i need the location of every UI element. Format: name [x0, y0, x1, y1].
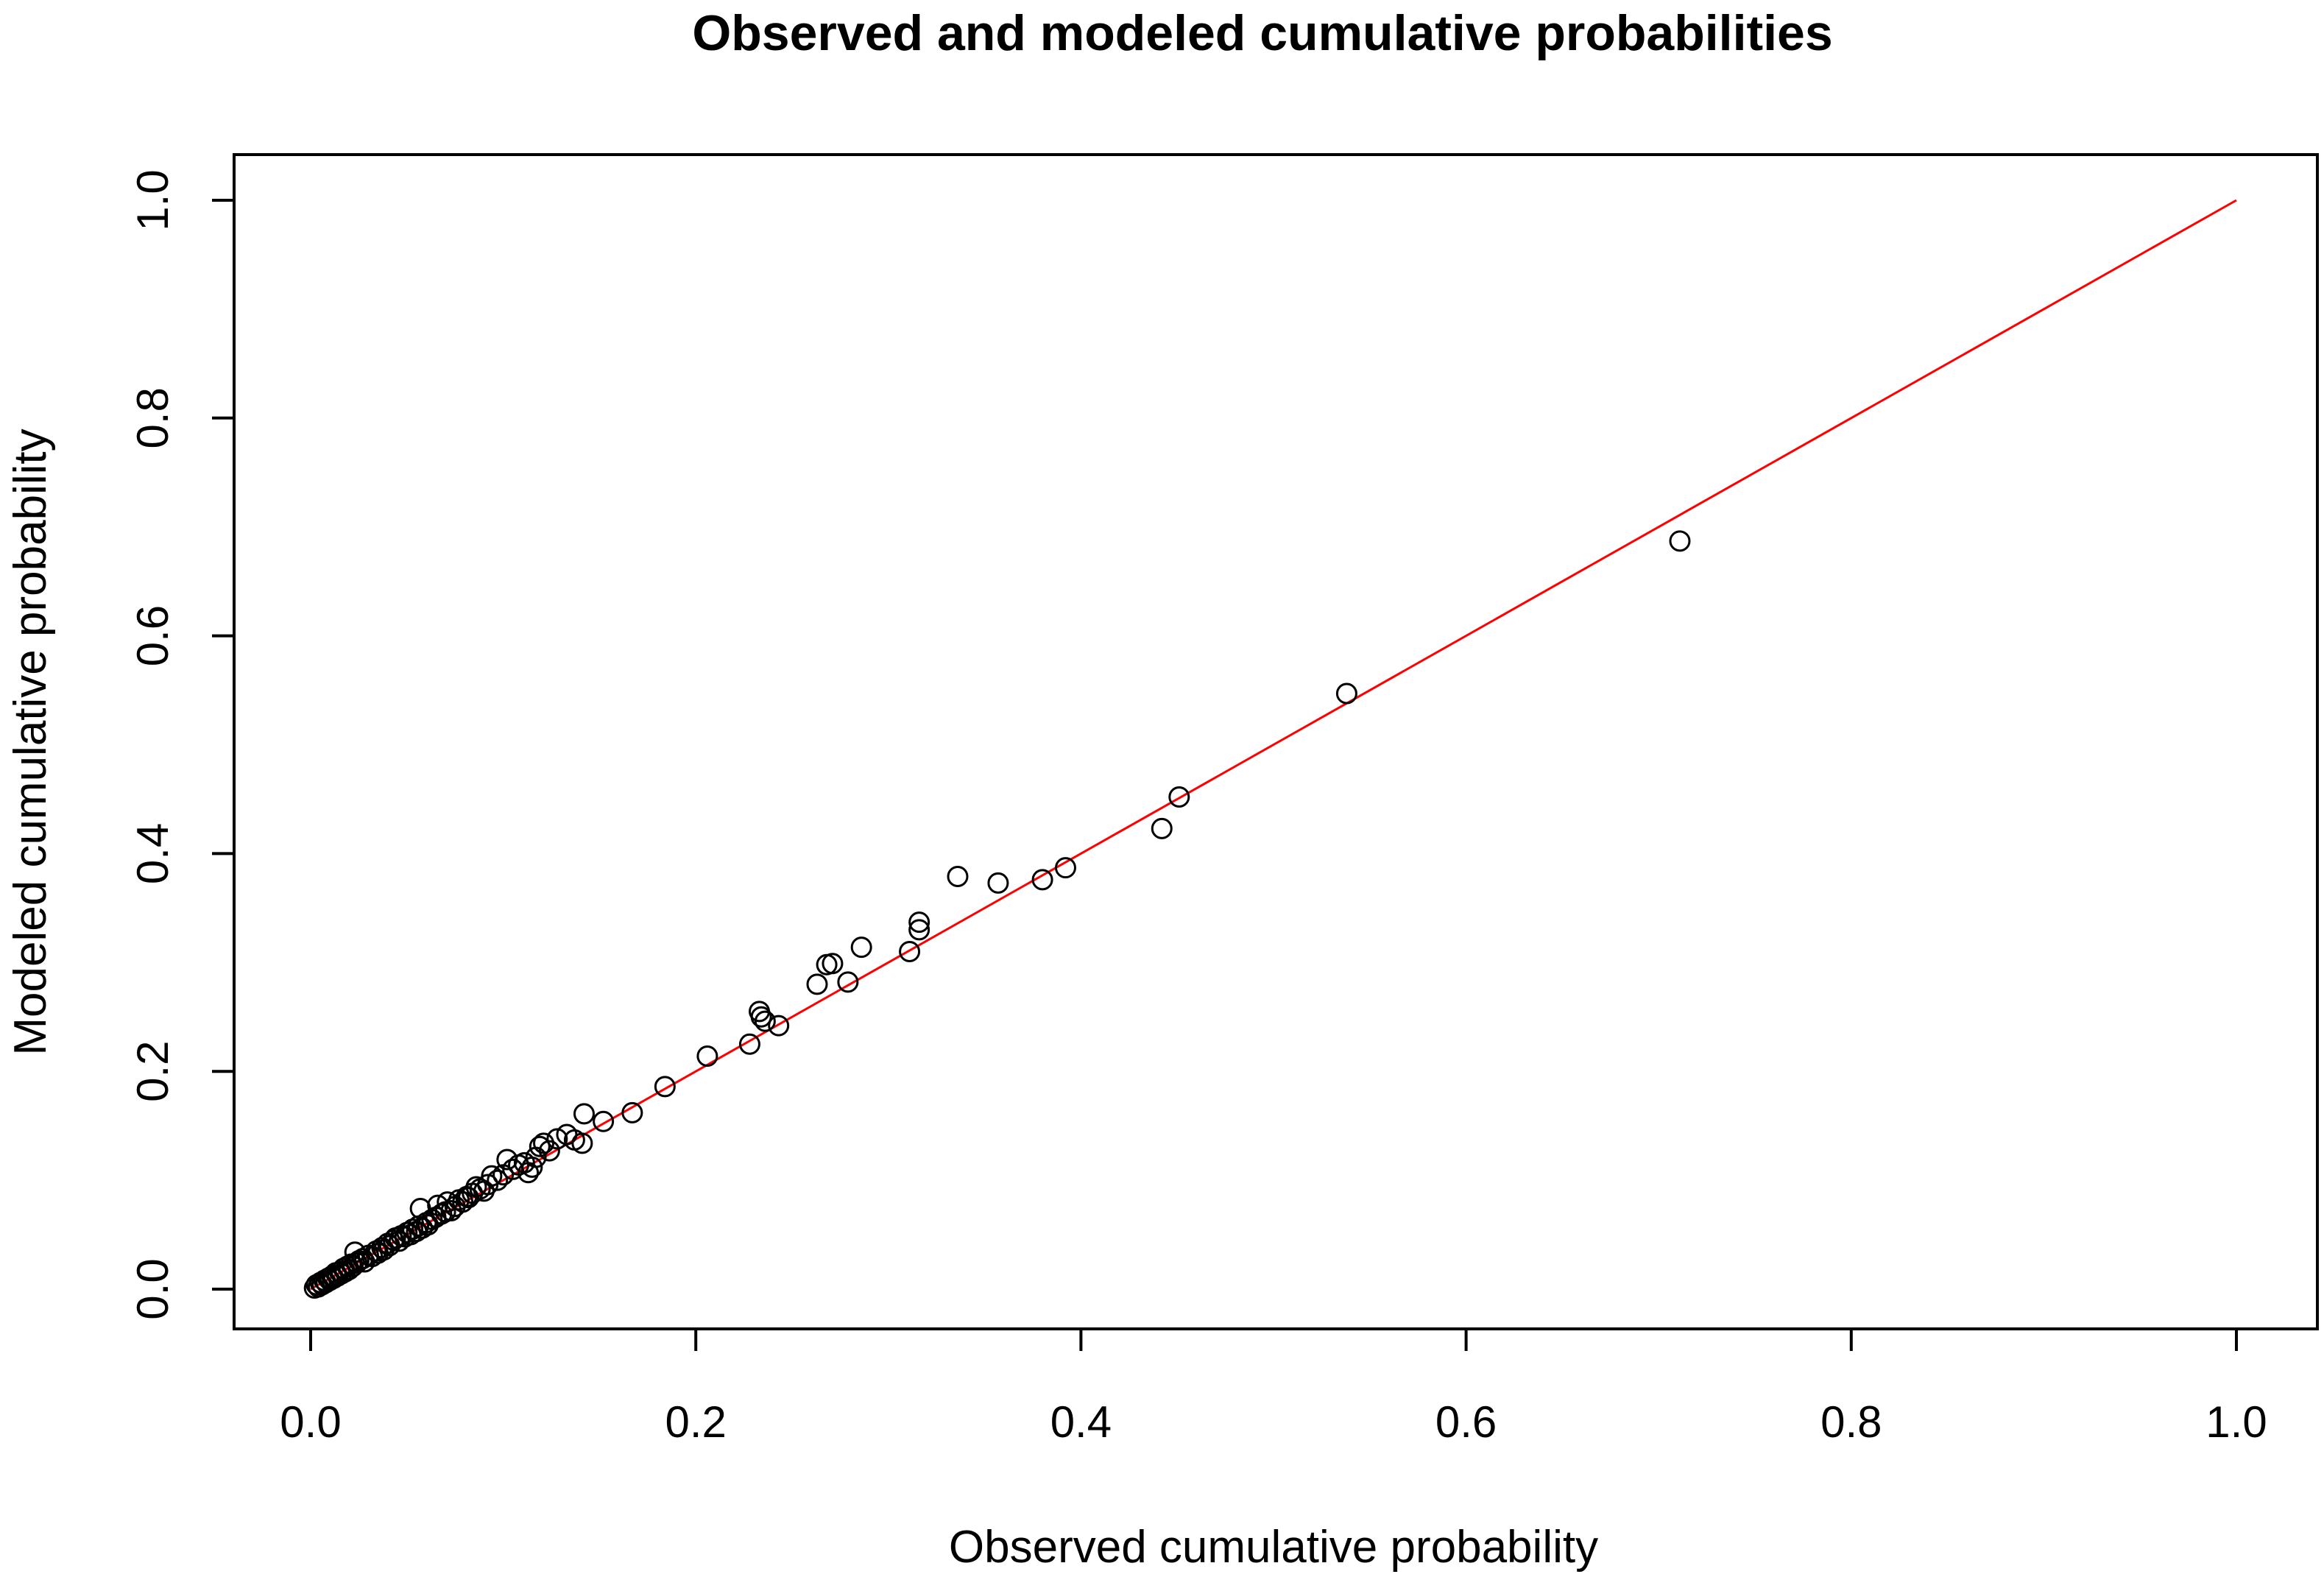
x-tick-label: 1.0 [2205, 1397, 2267, 1447]
data-point [947, 865, 969, 887]
data-point [750, 1006, 772, 1028]
data-point [1669, 530, 1691, 552]
data-point [593, 1110, 615, 1132]
data-point [850, 936, 872, 959]
data-point [908, 911, 930, 934]
x-axis-label: Observed cumulative probability [949, 1522, 1598, 1573]
y-axis-label: Modeled cumulative probability [5, 428, 56, 1055]
data-point [654, 1076, 676, 1098]
data-point [1031, 869, 1053, 891]
data-point [908, 919, 930, 941]
y-axis-ticks: 0.0 0.2 0.4 0.6 0.8 1.0 [128, 169, 234, 1320]
x-tick-label: 0.8 [1820, 1397, 1882, 1447]
data-point [987, 872, 1009, 894]
y-tick-label: 0.8 [128, 387, 177, 448]
data-point [417, 1214, 439, 1236]
data-point [571, 1132, 593, 1154]
data-point [899, 941, 921, 963]
data-point [696, 1045, 718, 1067]
data-point [546, 1128, 568, 1150]
y-tick-label: 0.6 [128, 605, 177, 666]
data-point [481, 1165, 503, 1187]
reference-line-y-equals-x [310, 199, 2237, 1291]
data-point [1168, 786, 1190, 808]
data-point [837, 971, 859, 993]
x-tick-label: 0.2 [665, 1397, 726, 1447]
data-point [538, 1140, 560, 1162]
data-point [1151, 817, 1173, 839]
y-tick-label: 0.0 [128, 1258, 177, 1319]
y-tick-label: 1.0 [128, 169, 177, 230]
data-point [768, 1015, 790, 1037]
data-point [1335, 682, 1357, 705]
data-point [754, 1010, 776, 1032]
data-point [738, 1033, 760, 1055]
data-point [521, 1156, 543, 1178]
data-point [621, 1101, 643, 1123]
data-point [1054, 857, 1076, 879]
data-point [822, 953, 844, 975]
y-tick-label: 0.4 [128, 823, 177, 884]
data-point [806, 973, 828, 995]
x-tick-label: 0.4 [1050, 1397, 1112, 1447]
data-point [573, 1103, 595, 1125]
data-points [303, 530, 1691, 1299]
data-point [529, 1135, 551, 1157]
chart-title: Observed and modeled cumulative probabil… [692, 5, 1832, 61]
x-tick-label: 0.0 [280, 1397, 341, 1447]
data-point [487, 1169, 509, 1191]
y-tick-label: 0.2 [128, 1040, 177, 1101]
x-tick-label: 0.6 [1435, 1397, 1497, 1447]
x-axis-ticks: 0.0 0.2 0.4 0.6 0.8 1.0 [280, 1329, 2267, 1447]
